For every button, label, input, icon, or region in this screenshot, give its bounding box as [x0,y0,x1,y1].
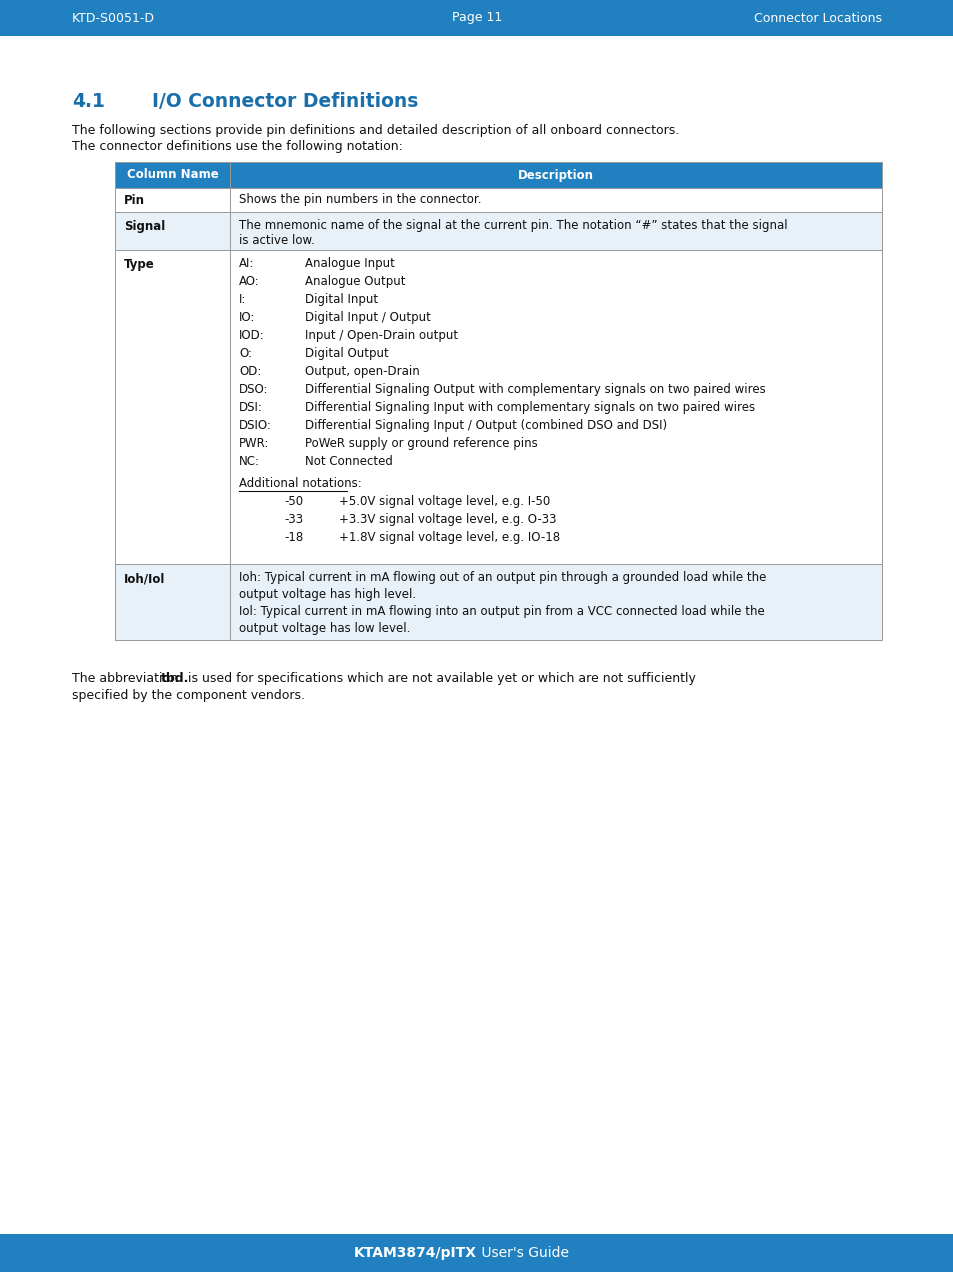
Bar [0,1234,953,1272]
Text: Differential Signaling Input with complementary signals on two paired wires: Differential Signaling Input with comple… [305,401,755,413]
Text: -18: -18 [284,530,303,544]
Text: PWR:: PWR: [239,438,269,450]
Text: PoWeR supply or ground reference pins: PoWeR supply or ground reference pins [305,438,537,450]
Bar [115,188,230,212]
Text: Analogue Output: Analogue Output [305,275,405,287]
Text: Description: Description [517,168,594,182]
Text: DSI:: DSI: [239,401,263,413]
Text: The connector definitions use the following notation:: The connector definitions use the follow… [71,140,402,153]
Text: AI:: AI: [239,257,254,270]
Text: -33: -33 [284,513,303,527]
Text: is active low.: is active low. [239,234,314,247]
Text: specified by the component vendors.: specified by the component vendors. [71,689,305,702]
Text: Not Connected: Not Connected [305,455,393,468]
Text: Column Name: Column Name [127,168,218,182]
Text: -50: -50 [284,495,303,508]
Text: User's Guide: User's Guide [476,1247,568,1261]
Text: Differential Signaling Input / Output (combined DSO and DSI): Differential Signaling Input / Output (c… [305,418,666,432]
Bar [230,188,882,212]
Text: The following sections provide pin definitions and detailed description of all o: The following sections provide pin defin… [71,123,679,137]
Bar [115,563,230,640]
Bar [115,162,230,188]
Text: The abbreviation: The abbreviation [71,672,182,686]
Text: +1.8V signal voltage level, e.g. IO-18: +1.8V signal voltage level, e.g. IO-18 [338,530,559,544]
Text: 4.1: 4.1 [71,92,105,111]
Text: IOD:: IOD: [239,329,265,342]
Text: Iol: Typical current in mA flowing into an output pin from a VCC connected load : Iol: Typical current in mA flowing into … [239,605,764,618]
Text: O:: O: [239,347,252,360]
Text: Input / Open-Drain output: Input / Open-Drain output [305,329,457,342]
Text: Page 11: Page 11 [452,11,501,24]
Text: Ioh: Typical current in mA flowing out of an output pin through a grounded load : Ioh: Typical current in mA flowing out o… [239,571,765,584]
Text: Digital Input / Output: Digital Input / Output [305,310,431,324]
Text: output voltage has low level.: output voltage has low level. [239,622,410,635]
Text: Output, open-Drain: Output, open-Drain [305,365,419,378]
Text: Connector Locations: Connector Locations [753,11,882,24]
Text: KTD-S0051-D: KTD-S0051-D [71,11,154,24]
Text: I:: I: [239,293,246,307]
Text: OD:: OD: [239,365,261,378]
Text: AO:: AO: [239,275,259,287]
Text: Digital Input: Digital Input [305,293,377,307]
Text: +3.3V signal voltage level, e.g. O-33: +3.3V signal voltage level, e.g. O-33 [338,513,556,527]
Bar [230,251,882,563]
Text: DSO:: DSO: [239,383,268,396]
Text: IO:: IO: [239,310,255,324]
Text: I/O Connector Definitions: I/O Connector Definitions [152,92,418,111]
Text: NC:: NC: [239,455,260,468]
Bar [230,162,882,188]
FancyBboxPatch shape [2,0,951,36]
Text: +5.0V signal voltage level, e.g. I-50: +5.0V signal voltage level, e.g. I-50 [338,495,550,508]
Text: KTAM3874/pITX: KTAM3874/pITX [354,1247,476,1261]
Bar [115,251,230,563]
Bar [115,212,230,251]
Text: Differential Signaling Output with complementary signals on two paired wires: Differential Signaling Output with compl… [305,383,765,396]
FancyBboxPatch shape [2,1234,951,1272]
Bar [230,563,882,640]
Text: is used for specifications which are not available yet or which are not sufficie: is used for specifications which are not… [184,672,695,686]
Text: Shows the pin numbers in the connector.: Shows the pin numbers in the connector. [239,193,481,206]
Text: DSIO:: DSIO: [239,418,272,432]
Bar [0,0,953,36]
Text: Type: Type [124,258,154,271]
Text: Ioh/Iol: Ioh/Iol [124,572,165,585]
Text: Additional notations:: Additional notations: [239,477,361,490]
Text: tbd.: tbd. [161,672,190,686]
Text: Digital Output: Digital Output [305,347,388,360]
Text: Pin: Pin [124,193,145,206]
Text: output voltage has high level.: output voltage has high level. [239,588,416,600]
Bar [230,212,882,251]
Text: Analogue Input: Analogue Input [305,257,395,270]
Text: The mnemonic name of the signal at the current pin. The notation “#” states that: The mnemonic name of the signal at the c… [239,219,787,232]
Text: Signal: Signal [124,220,165,233]
